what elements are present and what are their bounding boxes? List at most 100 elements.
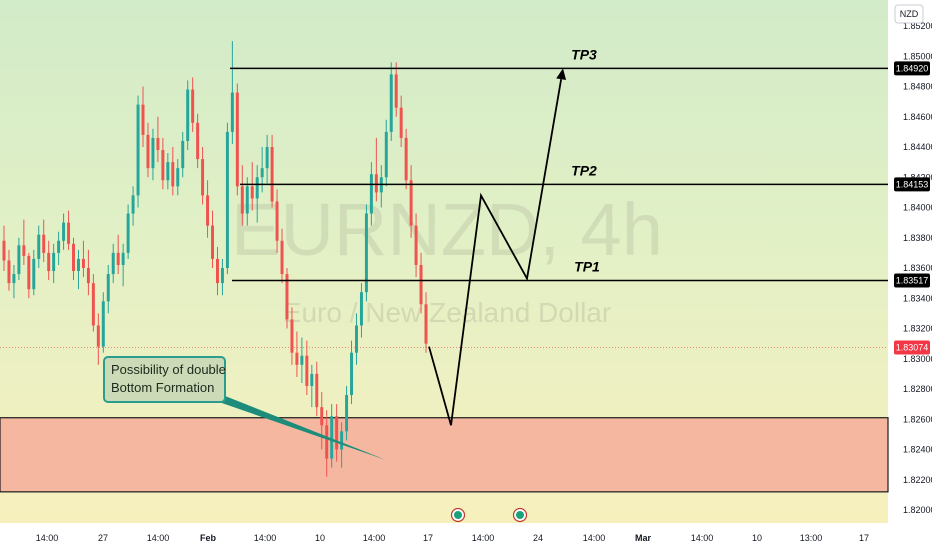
event-marker-1-inner xyxy=(454,511,462,519)
projection-path xyxy=(428,79,563,426)
candle xyxy=(146,122,150,178)
price-tick-label: 1.84800 xyxy=(903,82,932,92)
candle xyxy=(76,249,80,290)
price-tick-label: 1.83800 xyxy=(903,233,932,243)
candle xyxy=(230,41,234,144)
event-marker-2-inner xyxy=(516,511,524,519)
candle xyxy=(171,147,175,196)
candle xyxy=(275,189,279,253)
candle xyxy=(27,252,31,299)
candle xyxy=(255,165,259,223)
candle xyxy=(270,134,274,208)
callout-box xyxy=(103,356,226,403)
price-axis[interactable]: 1.85200 1.85000 1.84800 1.84600 1.84400 1.842… xyxy=(903,21,932,515)
candle xyxy=(374,137,378,202)
price-tick-label: 1.82800 xyxy=(903,384,932,394)
current-price-tag xyxy=(894,340,930,355)
candle xyxy=(181,131,185,178)
currency-badge[interactable]: NZD xyxy=(894,4,924,24)
level-label-tp2: TP2 xyxy=(571,162,597,178)
target-levels: TP3 TP2 TP1 xyxy=(230,46,888,282)
candle xyxy=(151,128,155,181)
candle xyxy=(340,422,344,468)
candle xyxy=(81,240,85,278)
level-price-tag-text: 1.83517 xyxy=(896,276,929,286)
candle xyxy=(37,225,41,268)
candle xyxy=(86,249,90,296)
candle xyxy=(106,264,110,314)
candle xyxy=(295,331,299,377)
candle xyxy=(220,258,224,296)
candle xyxy=(350,340,354,405)
candle xyxy=(280,228,284,284)
candle xyxy=(245,177,249,226)
candle xyxy=(409,165,413,238)
time-axis-background xyxy=(0,523,932,550)
price-tick-label: 1.82000 xyxy=(903,505,932,515)
candle xyxy=(285,268,289,329)
candle xyxy=(57,231,61,265)
level-price-tag-text: 1.84153 xyxy=(896,179,929,189)
time-tick-label: 10 xyxy=(315,533,325,543)
candle xyxy=(131,186,135,226)
candle xyxy=(42,219,46,262)
time-tick-label: 14:00 xyxy=(583,533,606,543)
candles xyxy=(2,41,428,477)
event-markers[interactable] xyxy=(450,507,528,523)
candle xyxy=(325,410,329,477)
time-tick-label: 14:00 xyxy=(147,533,170,543)
time-tick-label: 14:00 xyxy=(472,533,495,543)
annotation-callout[interactable]: Possibility of double Bottom Formation xyxy=(103,356,386,460)
candle xyxy=(116,234,120,275)
candle xyxy=(141,86,145,147)
candle xyxy=(225,122,229,275)
time-tick-label: 14:00 xyxy=(363,533,386,543)
candle xyxy=(206,180,210,238)
candle xyxy=(91,274,95,332)
watermark-description: Euro / New Zealand Dollar xyxy=(283,297,611,328)
candle xyxy=(121,243,125,287)
candle xyxy=(176,159,180,196)
time-tick-label: 14:00 xyxy=(254,533,277,543)
level-price-tag xyxy=(894,177,930,192)
time-tick-label: Feb xyxy=(200,533,217,543)
candle xyxy=(419,252,423,314)
candle xyxy=(47,240,51,281)
candle xyxy=(235,83,239,196)
watermark-symbol: EURNZD, 4h xyxy=(231,188,663,271)
candle xyxy=(7,249,11,291)
callout-pointer xyxy=(190,392,386,460)
candle xyxy=(67,210,71,250)
time-tick-label: 10 xyxy=(752,533,762,543)
level-label-tp3: TP3 xyxy=(571,46,597,62)
candle xyxy=(290,307,294,365)
candle xyxy=(330,404,334,468)
currency-badge-box xyxy=(894,4,924,24)
candle xyxy=(265,134,269,184)
price-tick-label: 1.83200 xyxy=(903,324,932,334)
time-tick-label: 17 xyxy=(859,533,869,543)
candle xyxy=(300,337,304,383)
price-tick-label: 1.82200 xyxy=(903,475,932,485)
candle xyxy=(384,119,388,187)
candle xyxy=(12,264,16,299)
currency-label: NZD xyxy=(900,9,919,19)
candle xyxy=(240,165,244,226)
candle xyxy=(191,77,195,132)
callout-line-1: Possibility of double xyxy=(111,362,226,377)
candle xyxy=(359,283,363,338)
candle xyxy=(211,210,215,268)
price-tick-label: 1.84400 xyxy=(903,142,932,152)
time-tick-label: 13:00 xyxy=(800,533,823,543)
candle xyxy=(136,95,140,208)
candle xyxy=(62,213,66,250)
time-axis[interactable]: 14:00 27 14:00 Feb 14:00 10 14:00 17 14:00 24 14:0… xyxy=(36,533,869,543)
candle xyxy=(250,162,254,211)
candle xyxy=(305,340,309,396)
time-tick-label: 14:00 xyxy=(36,533,59,543)
price-tick-label: 1.84200 xyxy=(903,172,932,182)
price-tick-label: 1.83600 xyxy=(903,263,932,273)
candle xyxy=(101,292,105,353)
watermark: EURNZD, 4h Euro / New Zealand Dollar xyxy=(231,188,663,328)
